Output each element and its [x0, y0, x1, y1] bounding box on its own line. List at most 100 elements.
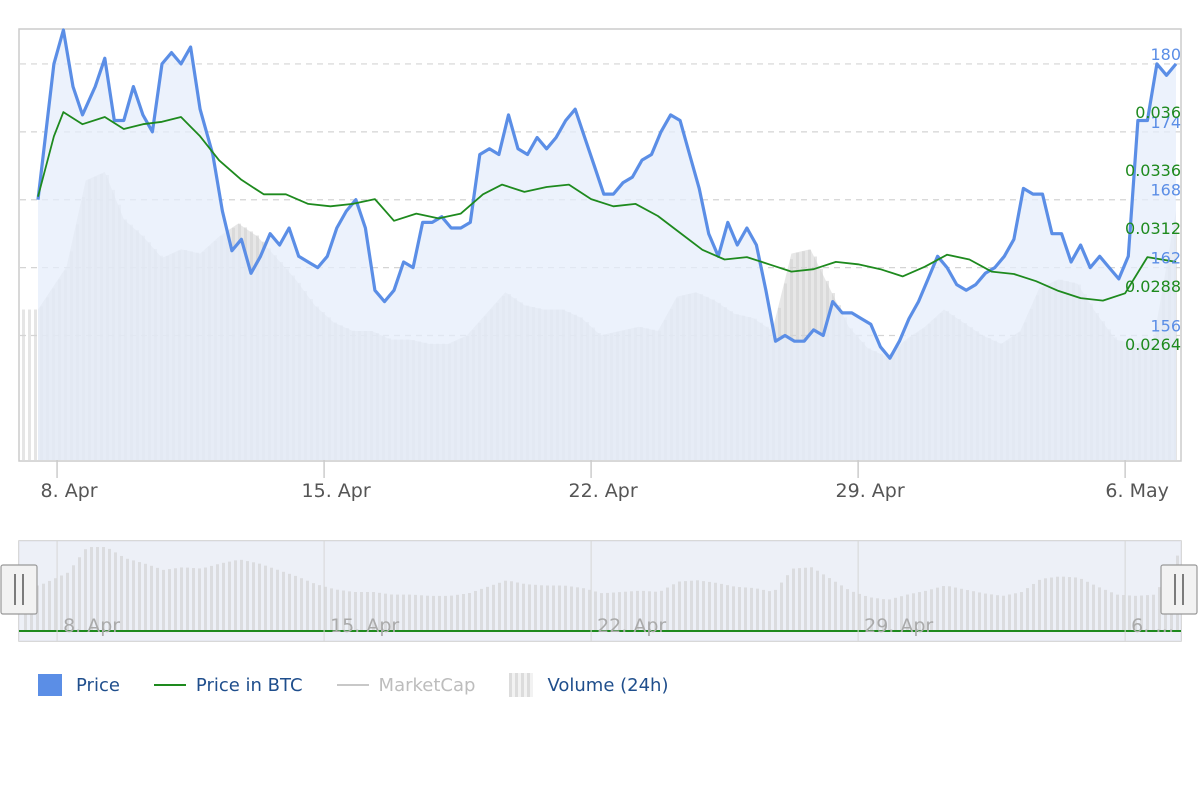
navigator-volume-bar [930, 589, 933, 631]
navigator-volume-bar [390, 594, 393, 631]
navigator-volume-bar [570, 586, 573, 631]
navigator-volume-bar [870, 597, 873, 631]
navigator-volume-bar [342, 590, 345, 631]
navigator-volume-bar [354, 592, 357, 631]
navigator-volume-bar [168, 569, 171, 631]
y-axis-btc-tick-label: 0.0264 [1125, 335, 1181, 354]
navigator-volume-bar [684, 581, 687, 631]
volume-swatch-icon [509, 673, 534, 697]
navigator-volume-bar [984, 593, 987, 631]
navigator-volume-bar [264, 565, 267, 631]
navigator-volume-bar [438, 595, 441, 631]
navigator-volume-bar [888, 599, 891, 631]
volume-bar [28, 309, 31, 460]
navigator-volume-bar [1128, 595, 1131, 631]
navigator-volume-bar [180, 567, 183, 631]
navigator-volume-bar [750, 587, 753, 631]
navigator-volume-bar [270, 567, 273, 631]
navigator-volume-bar [48, 580, 51, 631]
navigator-volume-bar [1032, 583, 1035, 631]
navigator-volume-bar [282, 571, 285, 631]
navigator-volume-bar [582, 588, 585, 631]
navigator-volume-bar [966, 590, 969, 631]
navigator-tick-label: 15. Apr [330, 615, 399, 637]
navigator-volume-bar [516, 582, 519, 631]
navigator-volume-bar [240, 559, 243, 631]
navigator-volume-bar [936, 587, 939, 631]
navigator-volume-bar [210, 565, 213, 631]
navigator-volume-bar [834, 581, 837, 631]
navigator-volume-bar [816, 570, 819, 631]
navigator-volume-bar [486, 586, 489, 631]
navigator-volume-bar [564, 585, 567, 631]
navigator-volume-bar [990, 594, 993, 631]
navigator-volume-bar [1086, 581, 1089, 631]
navigator-volume-bar [306, 580, 309, 631]
navigator-volume-bar [396, 594, 399, 631]
navigator-left-handle[interactable] [0, 564, 38, 615]
navigator-volume-bar [120, 555, 123, 631]
navigator-volume-bar [804, 567, 807, 631]
navigator-volume-bar [690, 580, 693, 631]
navigator-volume-bar [456, 594, 459, 631]
navigator-volume-bar [498, 582, 501, 631]
legend-label-volume: Volume (24h) [547, 674, 669, 696]
legend-item-price-btc[interactable]: Price in BTC [153, 675, 303, 696]
navigator-volume-bar [204, 567, 207, 631]
navigator-volume-bar [588, 589, 591, 631]
navigator-volume-bar [216, 564, 219, 631]
navigator-volume-bar [906, 594, 909, 631]
navigator-volume-bar [924, 590, 927, 631]
navigator-volume-bar [192, 568, 195, 631]
navigator-volume-bar [102, 547, 105, 631]
navigator-volume-bar [420, 595, 423, 631]
navigator-volume-bar [822, 574, 825, 631]
navigator-volume-bar [258, 563, 261, 631]
navigator-volume-bar [648, 591, 651, 631]
navigator-volume-bar [792, 568, 795, 631]
navigator-volume-bar [1044, 578, 1047, 631]
navigator-volume-bar [942, 586, 945, 631]
navigator-volume-bar [918, 592, 921, 631]
navigator-volume-bar [72, 565, 75, 631]
navigator-volume-bar [606, 592, 609, 631]
navigator-volume-bar [1038, 579, 1041, 631]
navigator-volume-bar [162, 569, 165, 631]
navigator-volume-bar [696, 580, 699, 631]
legend-item-price[interactable]: Price [38, 674, 120, 696]
navigator-volume-bar [348, 591, 351, 631]
legend-item-volume[interactable]: Volume (24h) [509, 673, 668, 697]
navigator-volume-bar [720, 583, 723, 631]
chart-legend: Price Price in BTC MarketCap Volume (24h… [38, 668, 702, 702]
navigator-volume-bar [288, 573, 291, 631]
navigator-volume-bar [330, 588, 333, 631]
x-axis-tick-label: 8. Apr [41, 480, 98, 502]
navigator-right-handle[interactable] [1160, 564, 1198, 615]
navigator-volume-bar [504, 580, 507, 631]
navigator-volume-bar [324, 586, 327, 631]
navigator-volume-bar [780, 582, 783, 631]
y-axis-btc-tick-label: 0.036 [1135, 103, 1181, 122]
navigator-volume-bar [1068, 577, 1071, 631]
navigator-volume-bar [1116, 594, 1119, 631]
legend-item-marketcap[interactable]: MarketCap [336, 675, 475, 696]
navigator-volume-bar [276, 569, 279, 631]
navigator-volume-bar [246, 561, 249, 631]
navigator-volume-bar [114, 552, 117, 631]
navigator-volume-bar [198, 568, 201, 631]
navigator-volume-bar [1014, 593, 1017, 631]
navigator-volume-bar [702, 581, 705, 631]
navigator-volume-bar [66, 572, 69, 631]
navigator-volume-bar [624, 591, 627, 631]
navigator-volume-bar [372, 592, 375, 631]
navigator-volume-bar [126, 558, 129, 631]
navigator-volume-bar [630, 591, 633, 631]
navigator-volume-bar [432, 595, 435, 631]
navigator-volume-bar [318, 585, 321, 631]
x-axis-tick-label: 29. Apr [836, 480, 905, 502]
legend-label-price: Price [76, 674, 120, 696]
navigator-volume-bar [756, 588, 759, 631]
navigator-volume-bar [1050, 577, 1053, 631]
navigator-volume-bar [408, 594, 411, 631]
